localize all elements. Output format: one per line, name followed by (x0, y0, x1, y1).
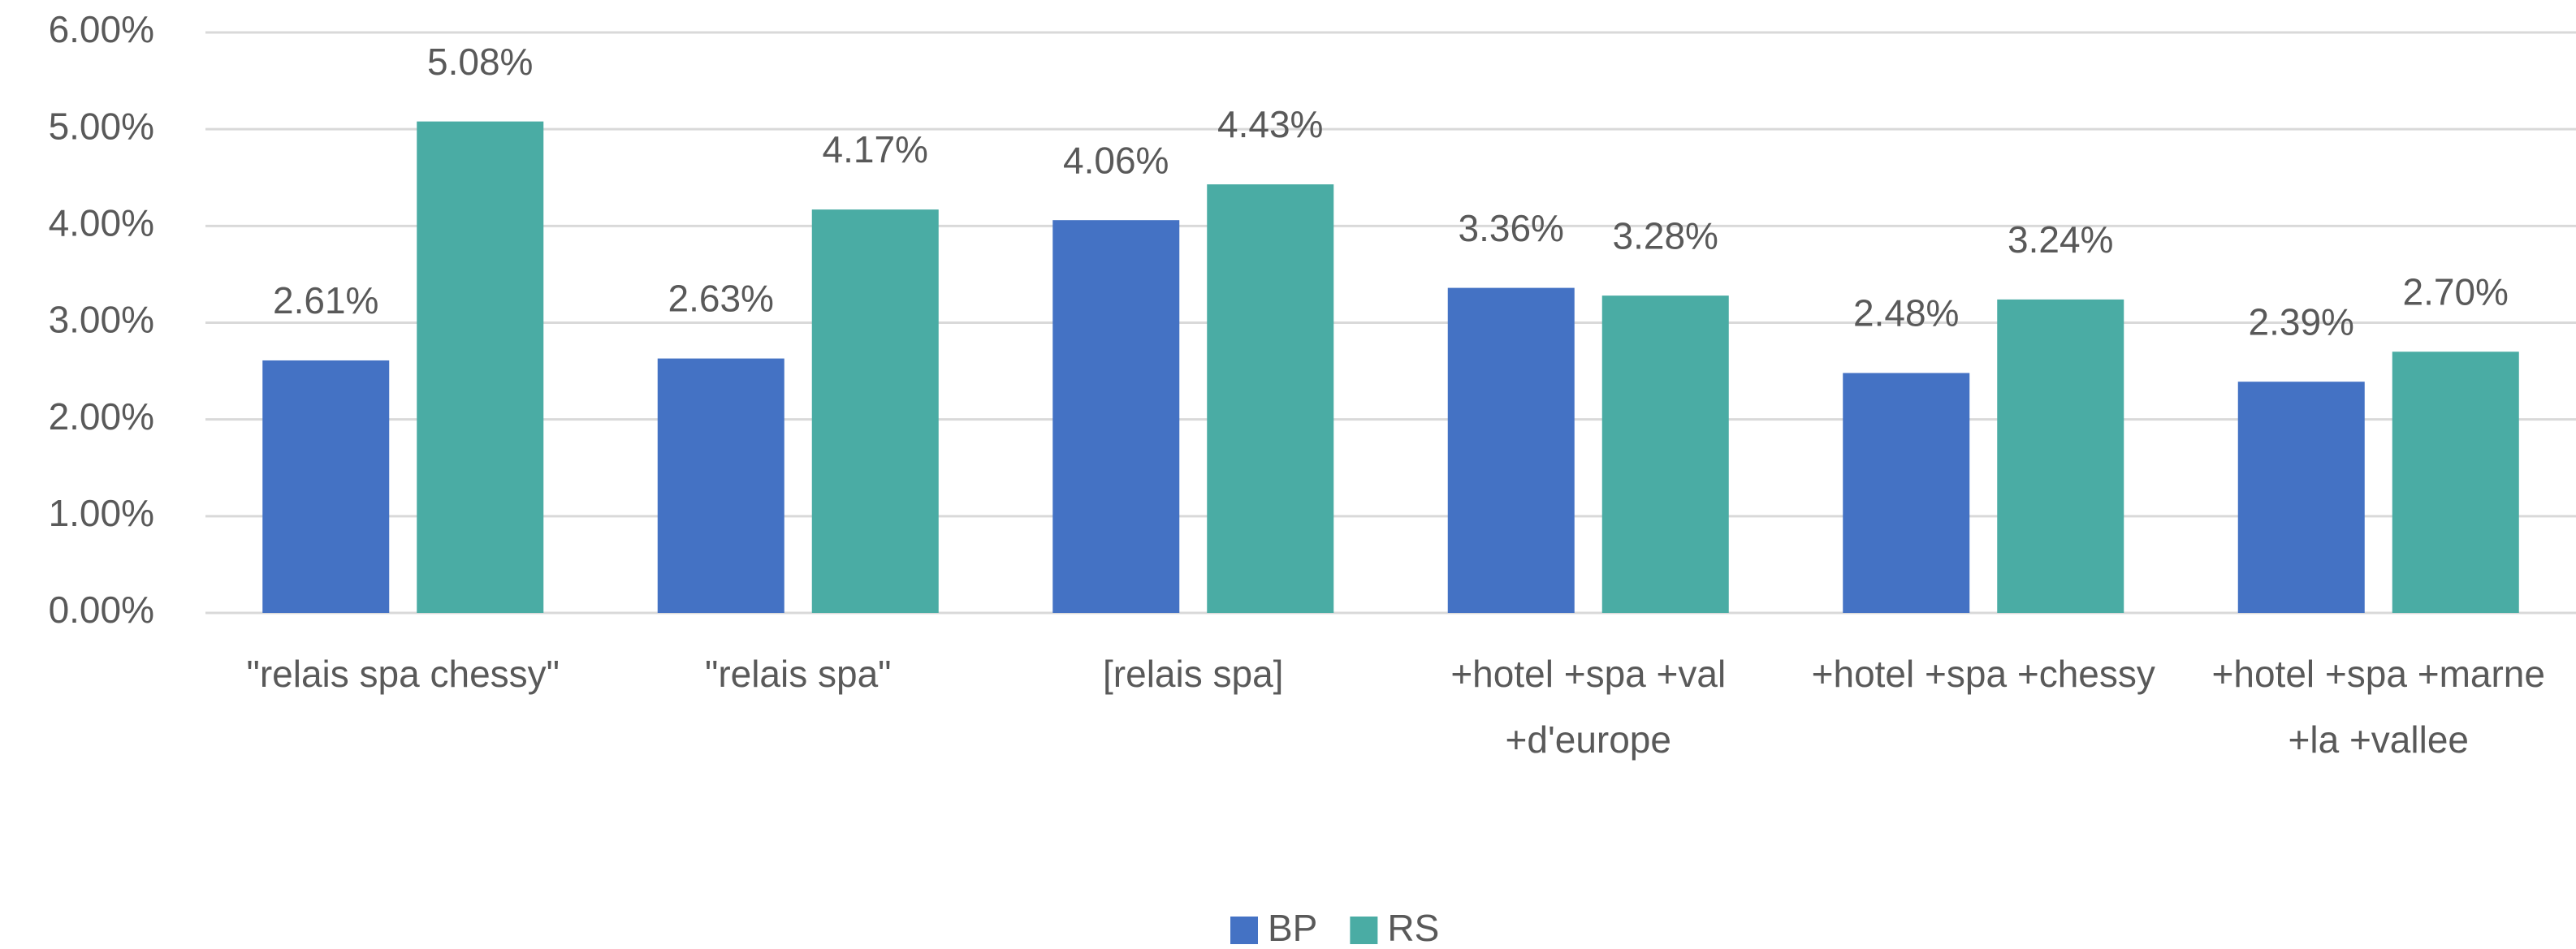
bar (2392, 352, 2519, 613)
data-label: 4.17% (823, 128, 928, 170)
y-tick-label: 0.00% (49, 589, 154, 631)
bar (1207, 184, 1334, 613)
bar (1843, 373, 1970, 613)
y-tick-label: 2.00% (49, 395, 154, 438)
bar (2237, 382, 2365, 613)
x-tick-label: [relais spa] (1103, 653, 1284, 695)
x-tick-label: +hotel +spa +marne +la +vallee (2211, 653, 2545, 761)
legend-label: BP (1268, 907, 1317, 949)
data-label: 4.43% (1217, 103, 1323, 145)
data-label: 2.39% (2249, 300, 2354, 343)
x-tick-label: "relais spa chessy" (246, 653, 560, 695)
y-tick-label: 1.00% (49, 492, 154, 534)
x-tick-label-box: "relais spa chessy" (246, 653, 560, 695)
y-tick-label: 4.00% (49, 201, 154, 244)
bar (1447, 287, 1575, 613)
x-tick-label-box: +hotel +spa +chessy (1811, 653, 2155, 695)
x-tick-label-box: +hotel +spa +marne +la +vallee (2211, 653, 2545, 761)
x-tick-label: +hotel +spa +chessy (1811, 653, 2155, 695)
data-label: 2.70% (2403, 270, 2509, 313)
x-tick-label-box: "relais spa" (704, 653, 892, 695)
bar (262, 360, 390, 613)
data-label: 3.24% (2008, 218, 2113, 261)
legend-swatch (1350, 917, 1378, 944)
data-label: 2.48% (1853, 292, 1959, 334)
data-label: 2.61% (273, 279, 378, 321)
bar (657, 358, 784, 613)
legend-swatch (1230, 917, 1258, 944)
data-label: 4.06% (1063, 139, 1169, 181)
x-tick-label: "relais spa" (704, 653, 892, 695)
x-tick-label-box: [relais spa] (1103, 653, 1284, 695)
bar (811, 209, 939, 613)
data-label: 5.08% (427, 41, 533, 83)
legend-label: RS (1387, 907, 1439, 949)
x-tick-label: +hotel +spa +val +d'europe (1450, 653, 1727, 761)
bar (417, 121, 544, 614)
data-label: 2.63% (668, 278, 774, 320)
data-label: 3.36% (1459, 207, 1564, 249)
bar (1052, 220, 1180, 613)
data-label: 3.28% (1613, 214, 1718, 257)
bar (1997, 299, 2124, 613)
x-tick-label-box: +hotel +spa +val +d'europe (1450, 653, 1727, 761)
y-tick-label: 6.00% (49, 8, 154, 50)
y-tick-label: 5.00% (49, 105, 154, 147)
bar (1601, 295, 1729, 613)
y-tick-label: 3.00% (49, 299, 154, 341)
